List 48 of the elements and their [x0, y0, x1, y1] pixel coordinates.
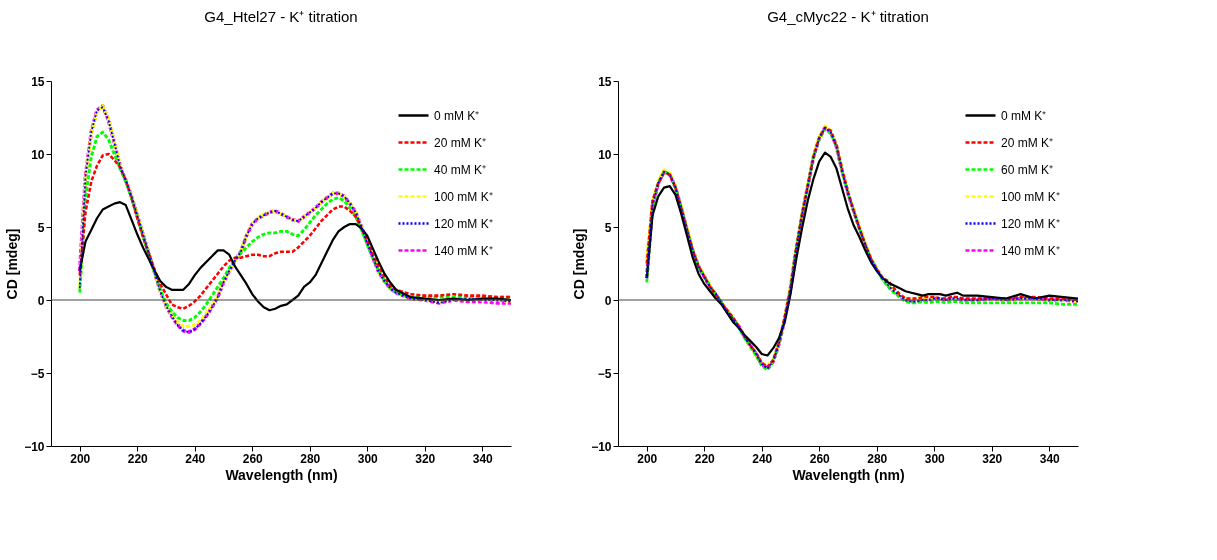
x-tick-label: 300	[924, 451, 946, 466]
x-tick-label: 280	[300, 451, 321, 466]
x-tick-label: 280	[867, 451, 888, 466]
legend-label: 100 mM K⁺	[1001, 189, 1060, 204]
y-tick-label: −5	[30, 366, 45, 381]
x-tick-label: 260	[809, 451, 831, 466]
y-tick-label: 5	[37, 220, 45, 235]
chart-title: G4_cMyc22 - K⁺ titration	[767, 8, 929, 25]
legend-label: 0 mM K⁺	[434, 108, 480, 123]
y-tick-label: 5	[604, 220, 612, 235]
line-series	[78, 152, 511, 311]
x-tick-label: 200	[637, 451, 658, 466]
x-tick-label: 240	[752, 451, 773, 466]
legend-label: 0 mM K⁺	[1001, 108, 1047, 123]
x-tick-label: 320	[415, 451, 436, 466]
legend-label: 40 mM K⁺	[434, 162, 487, 177]
x-tick-label: 340	[472, 451, 494, 466]
y-tick-label: 0	[604, 293, 612, 308]
y-tick-label: −5	[597, 366, 612, 381]
x-tick-label: 220	[694, 451, 716, 466]
y-tick-label: 15	[31, 74, 45, 89]
y-tick-label: 15	[598, 74, 612, 89]
y-axis-title: CD [mdeg]	[571, 228, 588, 300]
x-tick-label: 200	[70, 451, 91, 466]
y-axis-title: CD [mdeg]	[4, 228, 21, 300]
legend-label: 120 mM K⁺	[434, 216, 493, 231]
legend-label: 120 mM K⁺	[1001, 216, 1060, 231]
line-series	[645, 151, 1078, 357]
legend-label: 140 mM K⁺	[434, 243, 493, 258]
x-tick-label: 340	[1039, 451, 1061, 466]
y-tick-label: 0	[37, 293, 45, 308]
x-tick-label: 240	[185, 451, 206, 466]
x-axis-title: Wavelength (nm)	[792, 466, 905, 483]
y-tick-label: −10	[591, 439, 612, 454]
y-tick-label: 10	[31, 147, 45, 162]
legend-label: 20 mM K⁺	[434, 135, 487, 150]
x-tick-label: 220	[127, 451, 149, 466]
x-axis-title: Wavelength (nm)	[225, 466, 338, 483]
legend-label: 100 mM K⁺	[434, 189, 493, 204]
x-tick-label: 300	[357, 451, 379, 466]
legend-label: 20 mM K⁺	[1001, 135, 1054, 150]
legend-label: 140 mM K⁺	[1001, 243, 1060, 258]
y-tick-label: 10	[598, 147, 612, 162]
y-tick-label: −10	[24, 439, 45, 454]
chart-title: G4_Htel27 - K⁺ titration	[204, 8, 358, 25]
x-tick-label: 260	[242, 451, 264, 466]
x-tick-label: 320	[982, 451, 1003, 466]
legend-label: 60 mM K⁺	[1001, 162, 1054, 177]
